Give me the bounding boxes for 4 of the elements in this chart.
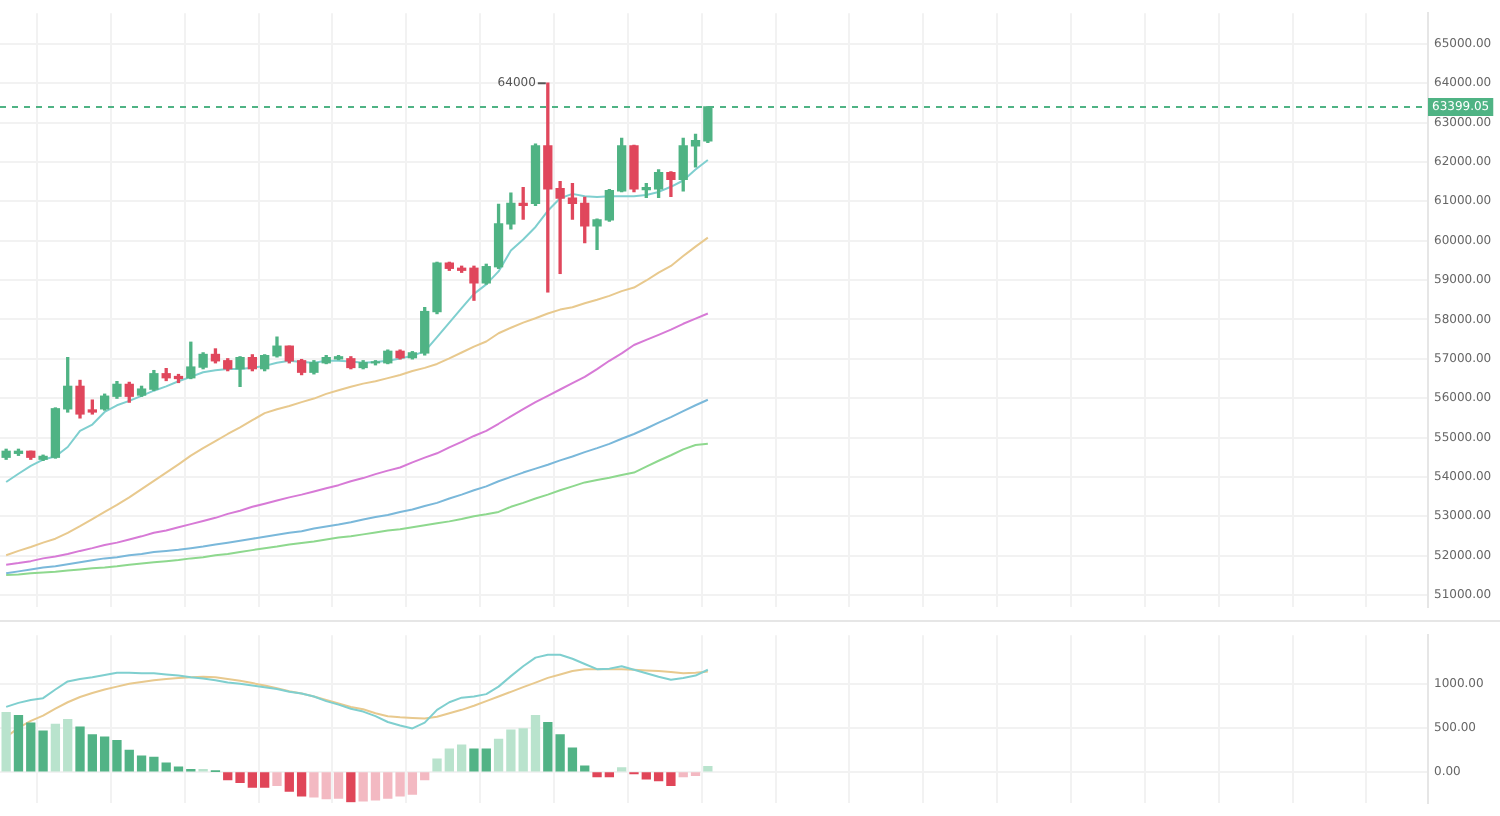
- bar: [272, 772, 282, 786]
- bar: [1, 712, 11, 772]
- bar: [346, 772, 356, 803]
- bar: [703, 766, 713, 772]
